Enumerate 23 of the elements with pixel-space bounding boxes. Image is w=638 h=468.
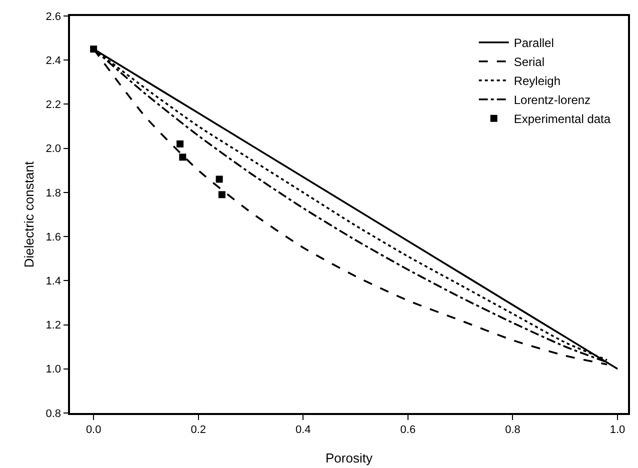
x-tick-label: 0.6 — [400, 424, 416, 436]
legend-label: Lorentz-lorenz — [514, 93, 591, 108]
y-tick-label: 1.2 — [46, 320, 62, 332]
y-tick-label: 0.8 — [46, 408, 62, 420]
legend-label: Experimental data — [514, 112, 611, 126]
x-tick-label: 0.8 — [505, 424, 520, 436]
y-tick-label: 2.4 — [46, 54, 62, 67]
y-tick-label: 2.2 — [46, 99, 62, 112]
legend-label: Reyleigh — [514, 74, 561, 88]
x-tick-label: 0.4 — [296, 424, 311, 436]
x-tick-label: 0.0 — [86, 424, 102, 436]
y-axis-title: Dielectric constant — [22, 161, 36, 268]
y-tick-label: 2.0 — [46, 143, 62, 156]
x-tick-label: 1.0 — [610, 424, 626, 436]
legend-label: Serial — [514, 55, 545, 70]
x-tick-label: 0.2 — [190, 424, 206, 436]
y-tick-label: 1.0 — [46, 364, 62, 376]
legend-label: Parallel — [514, 36, 554, 50]
y-tick-label: 2.6 — [46, 10, 62, 23]
x-axis-title: Porosity — [326, 450, 373, 466]
y-tick-label: 1.4 — [46, 276, 62, 288]
y-tick-label: 1.6 — [46, 231, 62, 244]
y-tick-label: 1.8 — [46, 187, 62, 200]
